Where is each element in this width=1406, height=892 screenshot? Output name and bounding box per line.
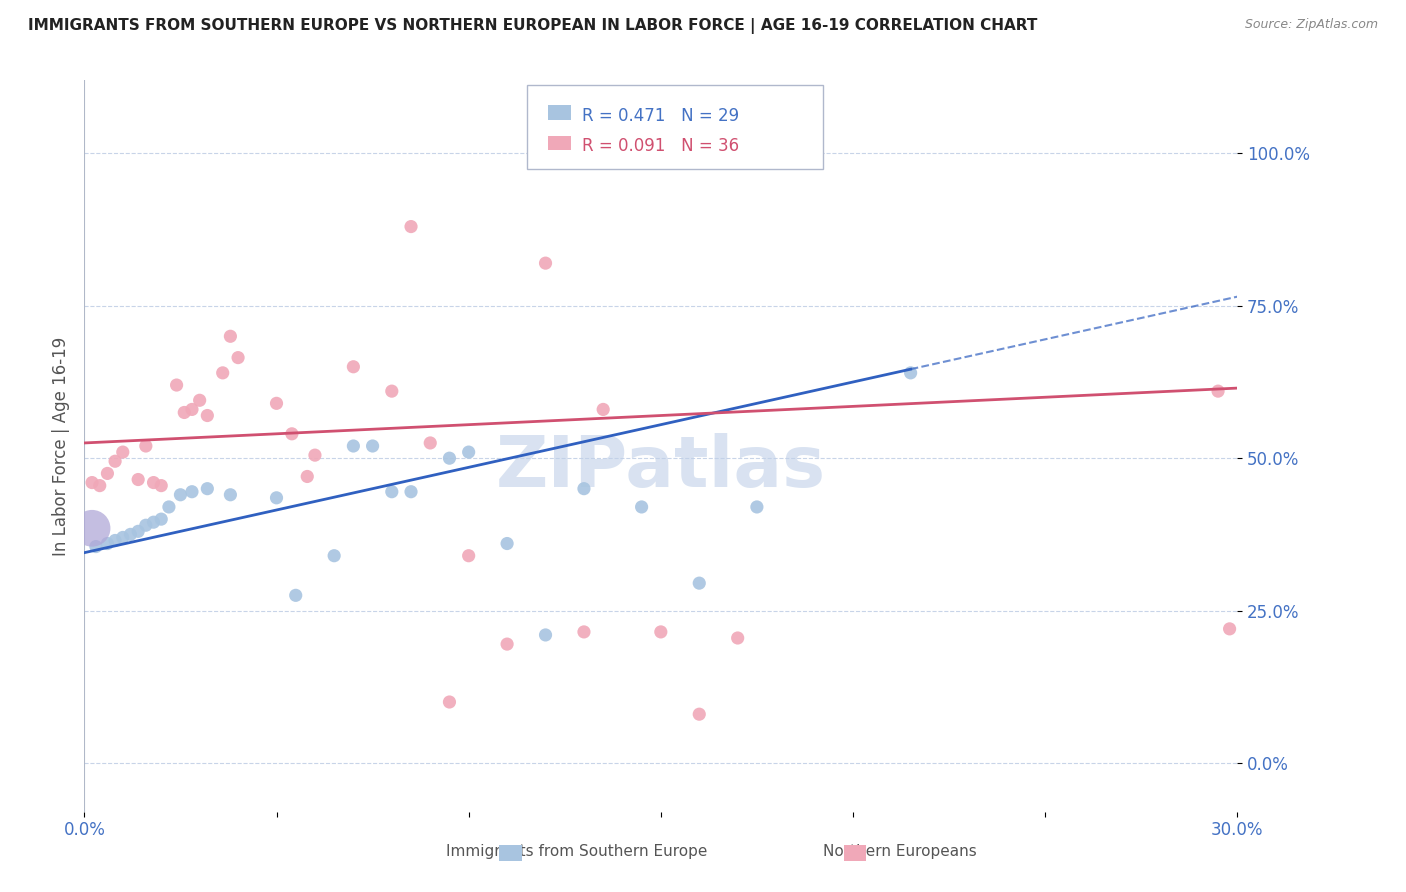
Point	[96, 536, 118, 550]
Point	[266, 491, 288, 505]
Point	[111, 530, 134, 544]
Point	[496, 536, 519, 550]
Point	[1206, 384, 1229, 399]
Point	[181, 484, 204, 499]
Point	[195, 409, 218, 423]
Point	[381, 384, 404, 399]
Point	[181, 402, 204, 417]
Point	[342, 359, 364, 374]
Point	[688, 576, 710, 591]
Point	[399, 484, 422, 499]
Point	[150, 478, 173, 492]
Point	[104, 533, 127, 548]
Text: R = 0.471   N = 29: R = 0.471 N = 29	[582, 107, 740, 125]
Point	[104, 454, 127, 468]
Point	[342, 439, 364, 453]
Point	[188, 393, 211, 408]
Point	[135, 518, 157, 533]
Text: Immigrants from Southern Europe: Immigrants from Southern Europe	[446, 845, 707, 859]
Point	[266, 396, 288, 410]
Point	[120, 527, 142, 541]
Point	[745, 500, 768, 514]
Text: ZIPatlas: ZIPatlas	[496, 434, 825, 502]
Point	[399, 219, 422, 234]
Point	[135, 439, 157, 453]
Point	[572, 624, 595, 639]
Point	[219, 488, 242, 502]
Point	[127, 473, 149, 487]
Point	[150, 512, 173, 526]
Point	[1219, 622, 1241, 636]
Point	[457, 549, 479, 563]
Point	[157, 500, 180, 514]
Text: R = 0.091   N = 36: R = 0.091 N = 36	[582, 137, 740, 155]
Point	[650, 624, 672, 639]
Point	[630, 500, 652, 514]
Point	[419, 436, 441, 450]
Point	[111, 445, 134, 459]
Point	[219, 329, 242, 343]
Point	[304, 448, 326, 462]
Point	[284, 588, 307, 602]
Point	[127, 524, 149, 539]
Y-axis label: In Labor Force | Age 16-19: In Labor Force | Age 16-19	[52, 336, 70, 556]
Point	[361, 439, 384, 453]
Point	[211, 366, 233, 380]
Point	[89, 478, 111, 492]
Point	[80, 475, 103, 490]
Point	[439, 695, 461, 709]
Point	[169, 488, 191, 502]
Point	[900, 366, 922, 380]
Point	[457, 445, 479, 459]
Point	[534, 628, 557, 642]
Point	[166, 378, 188, 392]
Point	[688, 707, 710, 722]
Point	[496, 637, 519, 651]
Point	[142, 515, 165, 529]
Point	[381, 484, 404, 499]
Point	[226, 351, 249, 365]
Point	[173, 405, 195, 419]
Point	[96, 467, 118, 481]
Point	[727, 631, 749, 645]
Text: Northern Europeans: Northern Europeans	[823, 845, 977, 859]
Point	[297, 469, 319, 483]
Point	[142, 475, 165, 490]
Point	[84, 540, 107, 554]
Point	[281, 426, 304, 441]
Point	[592, 402, 614, 417]
Text: IMMIGRANTS FROM SOUTHERN EUROPE VS NORTHERN EUROPEAN IN LABOR FORCE | AGE 16-19 : IMMIGRANTS FROM SOUTHERN EUROPE VS NORTH…	[28, 18, 1038, 34]
Text: Source: ZipAtlas.com: Source: ZipAtlas.com	[1244, 18, 1378, 31]
Point	[439, 451, 461, 466]
Point	[572, 482, 595, 496]
Point	[195, 482, 218, 496]
Point	[534, 256, 557, 270]
Point	[323, 549, 346, 563]
Point	[80, 521, 103, 535]
